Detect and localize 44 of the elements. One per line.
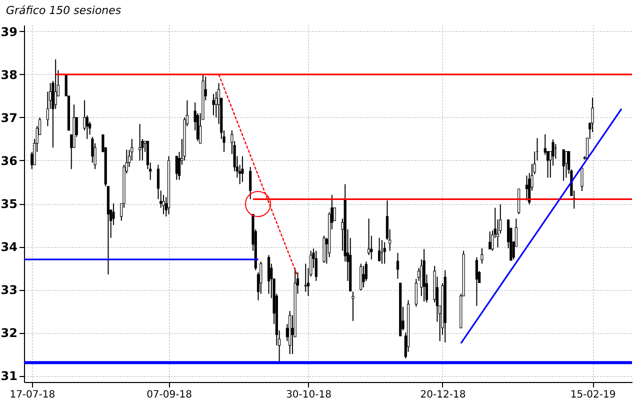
chart-title: Gráfico 150 sesiones [6, 4, 122, 17]
y-tick-label: 34 [0, 240, 18, 254]
candlestick [352, 291, 354, 322]
candlestick [304, 263, 307, 292]
candlestick [333, 208, 336, 222]
y-tick-label: 31 [0, 369, 18, 384]
candlestick [562, 148, 565, 182]
candlestick [396, 252, 400, 280]
y-tick-label: 38 [0, 68, 18, 82]
candlestick [214, 91, 218, 118]
candlestick [162, 194, 165, 215]
y-tick-label: 39 [0, 24, 18, 39]
candlestick [267, 254, 270, 294]
y-tick-label: 32 [0, 326, 18, 340]
candlestick [175, 156, 178, 180]
candlestick [414, 278, 418, 308]
candlestick [241, 156, 244, 182]
candlestick [518, 188, 520, 215]
candlestick [362, 265, 365, 288]
candlestick [360, 263, 362, 291]
x-tick-label: 30-10-18 [286, 390, 332, 398]
x-tick-label: 17-07-18 [10, 390, 56, 398]
candlestick [314, 250, 318, 282]
candlestick [367, 218, 370, 256]
candlestick [580, 166, 584, 192]
y-tick-label: 36 [0, 154, 18, 168]
candlestick [378, 237, 381, 262]
candlestick [322, 235, 326, 264]
candlestick [249, 166, 252, 200]
candlestick [488, 230, 492, 250]
x-tick-label: 07-09-18 [146, 390, 192, 398]
candlestick [525, 175, 528, 201]
candlestick [475, 256, 478, 306]
candlestick [138, 123, 142, 161]
candlestick [156, 164, 160, 200]
x-tick-label: 20-12-18 [420, 390, 466, 398]
candlestick [383, 242, 386, 264]
y-tick-label: 37 [0, 110, 18, 125]
y-tick-label: 35 [0, 197, 18, 211]
y-tick-label: 33 [0, 283, 18, 298]
candlestick [480, 248, 484, 264]
candlestick [564, 150, 568, 178]
candlestick [212, 93, 215, 116]
x-tick-label: 15-02-19 [570, 390, 616, 398]
